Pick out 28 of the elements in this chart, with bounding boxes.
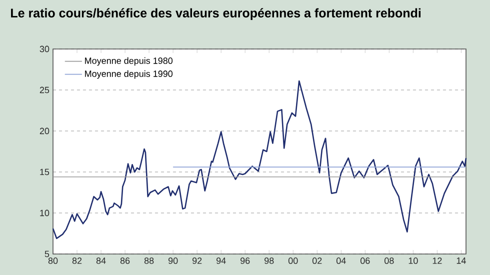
x-tick-label: 86 bbox=[120, 258, 130, 264]
x-tick-label: 82 bbox=[72, 258, 82, 264]
x-tick-label: 80 bbox=[48, 258, 58, 264]
legend-label: Moyenne depuis 1980 bbox=[85, 57, 173, 66]
x-tick-label: 88 bbox=[144, 258, 154, 264]
y-tick-label: 15 bbox=[40, 168, 50, 176]
x-tick-label: 96 bbox=[240, 258, 250, 264]
line-series bbox=[52, 80, 467, 240]
x-tick-label: 90 bbox=[168, 258, 178, 264]
y-tick-label: 5 bbox=[44, 250, 50, 258]
x-tick-label: 10 bbox=[408, 258, 418, 264]
y-tick-label: 30 bbox=[40, 46, 50, 52]
x-tick-label: 98 bbox=[264, 258, 274, 264]
x-tick-label: 06 bbox=[360, 258, 370, 264]
x-tick-label: 92 bbox=[192, 258, 202, 264]
x-tick-label: 00 bbox=[288, 258, 298, 264]
x-tick-label: 94 bbox=[216, 258, 226, 264]
x-tick-label: 04 bbox=[336, 258, 346, 264]
x-tick-label: 08 bbox=[384, 258, 394, 264]
x-tick-label: 02 bbox=[312, 258, 322, 264]
x-tick-label: 84 bbox=[96, 258, 106, 264]
y-tick-label: 25 bbox=[40, 86, 50, 94]
x-tick-label: 12 bbox=[432, 258, 442, 264]
y-tick-label: 20 bbox=[40, 128, 50, 134]
chart-title: Le ratio cours/bénéfice des valeurs européennes a fortement rebondi bbox=[11, 8, 421, 20]
x-tick-label: 14 bbox=[456, 258, 466, 264]
y-tick-label: 10 bbox=[40, 210, 50, 216]
legend-label: Moyenne depuis 1990 bbox=[85, 70, 173, 79]
